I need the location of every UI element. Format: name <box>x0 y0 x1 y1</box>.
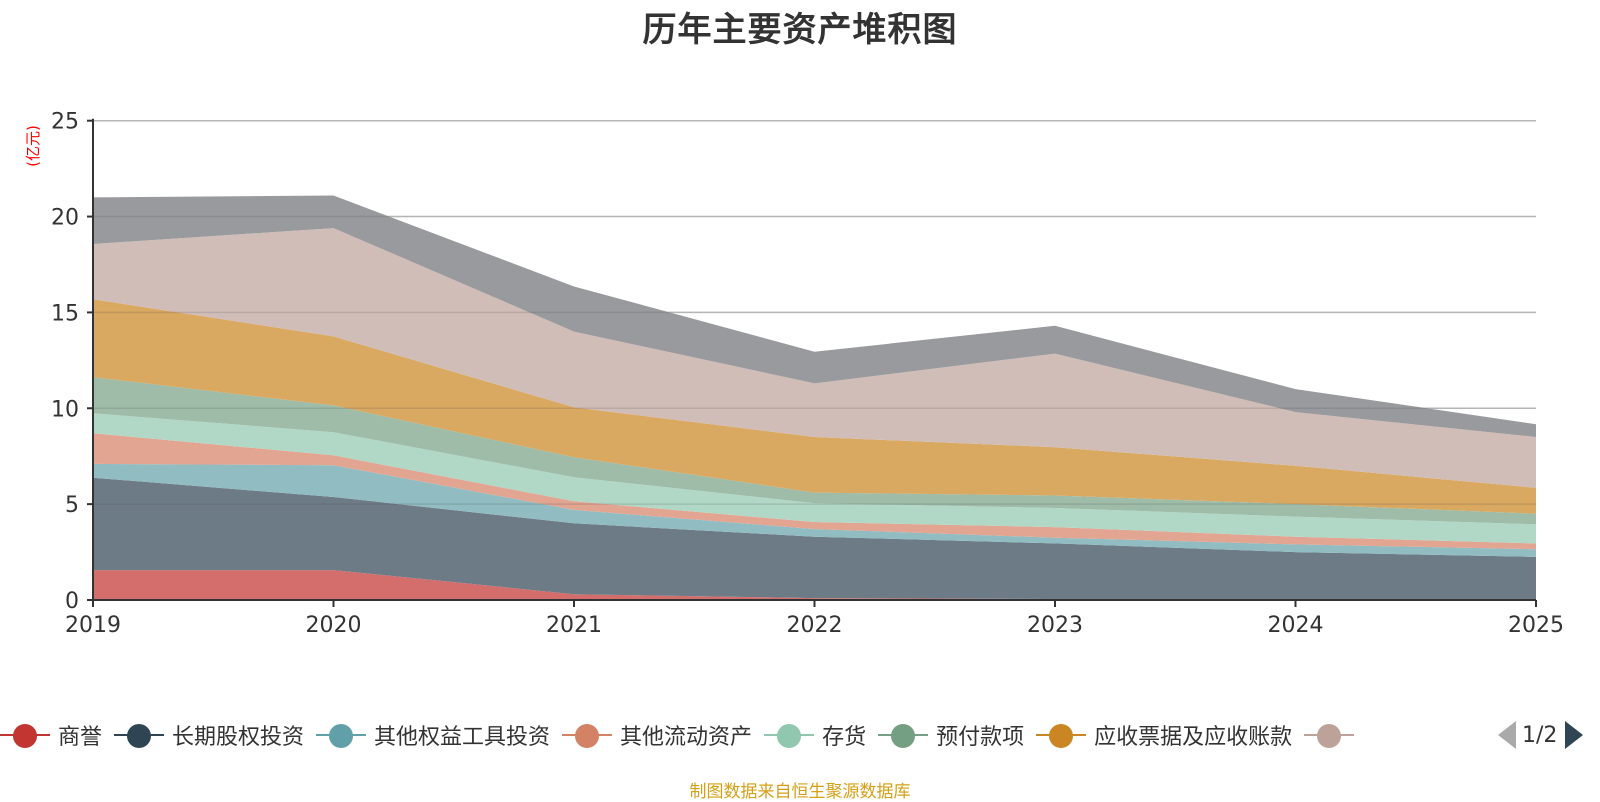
chart-title: 历年主要资产堆积图 <box>642 10 958 50</box>
legend-marker-icon <box>114 721 165 749</box>
legend-marker-icon <box>1304 721 1355 749</box>
legend-item[interactable]: 应收票据及应收账款 <box>1036 718 1292 752</box>
area-series-8 <box>93 195 1536 437</box>
area-series-5 <box>93 377 1536 525</box>
x-tick-label: 2021 <box>546 613 602 638</box>
legend-label: 长期股权投资 <box>172 725 305 750</box>
legend-label: 应收票据及应收账款 <box>1094 725 1293 750</box>
y-tick-label: 5 <box>65 493 79 518</box>
legend-marker-icon <box>878 721 929 749</box>
legend-item[interactable]: 商誉 <box>0 718 102 752</box>
legend-item[interactable]: 其他权益工具投资 <box>316 718 550 752</box>
y-tick-label: 0 <box>65 589 79 614</box>
legend-item[interactable]: 存货 <box>764 718 866 752</box>
y-tick-label: 25 <box>51 110 79 135</box>
area-series-0 <box>93 570 1536 600</box>
y-tick-label: 15 <box>51 301 79 326</box>
legend-marker-icon <box>1036 721 1087 749</box>
legend: 商誉 长期股权投资 其他权益工具投资 其他流动资产 存货 预付款项 应收票据及应收账款 <box>0 718 1470 752</box>
legend-page-indicator: 1/2 <box>1522 722 1558 748</box>
legend-next-page-button[interactable] <box>1565 721 1584 749</box>
legend-item[interactable]: 其他流动资产 <box>562 718 752 752</box>
area-series-3 <box>93 433 1536 550</box>
x-tick-label: 2023 <box>1027 613 1083 638</box>
legend-item[interactable]: 预付款项 <box>878 718 1024 752</box>
area-series-4 <box>93 413 1536 544</box>
y-tick-label: 20 <box>51 206 79 231</box>
legend-marker-icon <box>562 721 613 749</box>
legend-marker-icon <box>316 721 367 749</box>
x-tick-label: 2019 <box>65 613 121 638</box>
legend-item[interactable] <box>1304 718 1362 752</box>
y-axis-unit-label: (亿元) <box>24 125 42 167</box>
legend-label: 其他流动资产 <box>620 725 753 750</box>
y-tick-label: 10 <box>51 397 79 422</box>
legend-marker-icon <box>0 721 50 749</box>
legend-label: 预付款项 <box>936 725 1025 750</box>
x-tick-label: 2025 <box>1508 613 1564 638</box>
area-series-1 <box>93 477 1536 599</box>
area-series-7 <box>93 228 1536 488</box>
legend-marker-icon <box>764 721 815 749</box>
x-tick-label: 2022 <box>787 613 843 638</box>
area-series-2 <box>93 463 1536 557</box>
x-tick-label: 2020 <box>306 613 362 638</box>
legend-label: 商誉 <box>58 725 103 750</box>
legend-item[interactable]: 长期股权投资 <box>114 718 304 752</box>
x-tick-label: 2024 <box>1268 613 1324 638</box>
legend-pager: 1/2 <box>1498 718 1584 752</box>
legend-label: 存货 <box>822 725 867 750</box>
legend-label: 其他权益工具投资 <box>374 725 551 750</box>
data-source-footer: 制图数据来自恒生聚源数据库 <box>689 782 911 802</box>
stacked-areas <box>93 119 1536 600</box>
area-series-6 <box>93 299 1536 514</box>
legend-prev-page-button[interactable] <box>1498 721 1516 749</box>
